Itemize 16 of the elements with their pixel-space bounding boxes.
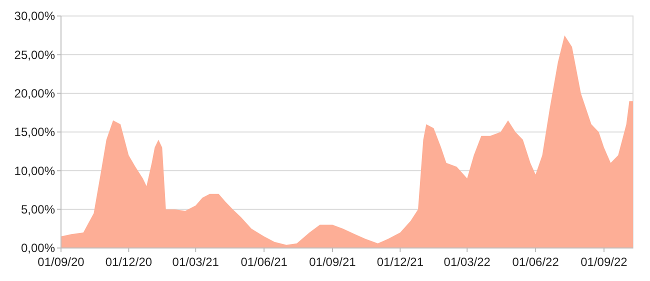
x-tick-label: 01/12/21: [376, 255, 424, 269]
x-tick-label: 01/09/21: [309, 255, 356, 269]
x-tick-label: 01/06/21: [240, 255, 288, 269]
x-tick-label: 01/03/21: [172, 255, 220, 269]
y-tick-label: 25,00%: [14, 48, 56, 62]
x-tick-label: 01/03/22: [444, 255, 491, 269]
y-tick-label: 30,00%: [14, 9, 56, 24]
x-tick-label: 01/12/20: [105, 255, 152, 269]
x-tick-label: 01/06/22: [512, 255, 560, 269]
y-tick-label: 10,00%: [14, 164, 56, 178]
x-tick-label: 01/09/20: [38, 255, 85, 269]
y-tick-label: 15,00%: [14, 125, 56, 140]
y-tick-label: 5,00%: [20, 202, 56, 217]
y-tick-label: 20,00%: [14, 86, 56, 101]
y-tick-label: 0,00%: [20, 241, 56, 256]
x-tick-label: 01/09/22: [580, 255, 628, 269]
